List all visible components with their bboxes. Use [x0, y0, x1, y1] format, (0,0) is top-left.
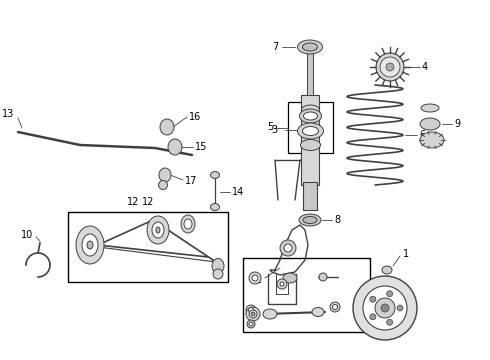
Circle shape	[249, 272, 261, 284]
Text: 8: 8	[334, 215, 340, 225]
Circle shape	[277, 279, 287, 289]
Text: 13: 13	[2, 109, 14, 119]
Text: 16: 16	[189, 112, 201, 122]
Ellipse shape	[421, 104, 439, 112]
Ellipse shape	[76, 226, 104, 264]
Circle shape	[246, 305, 256, 315]
Text: 17: 17	[185, 176, 197, 186]
Ellipse shape	[297, 123, 323, 139]
Ellipse shape	[382, 266, 392, 274]
Ellipse shape	[87, 241, 93, 249]
Ellipse shape	[297, 40, 322, 54]
Text: 4: 4	[422, 62, 428, 72]
Ellipse shape	[299, 109, 321, 123]
Bar	[68, 212, 228, 282]
Ellipse shape	[160, 119, 174, 135]
Circle shape	[330, 302, 340, 312]
Circle shape	[370, 314, 376, 320]
Text: 6: 6	[419, 130, 425, 140]
Ellipse shape	[302, 43, 318, 51]
Ellipse shape	[152, 222, 164, 238]
Text: 9: 9	[454, 119, 460, 129]
Circle shape	[249, 322, 253, 326]
Ellipse shape	[301, 105, 319, 115]
Circle shape	[387, 319, 392, 325]
Circle shape	[375, 298, 395, 318]
Ellipse shape	[211, 203, 220, 211]
Text: 15: 15	[195, 142, 207, 152]
Text: 12: 12	[142, 197, 154, 207]
Bar	[243, 258, 370, 332]
Ellipse shape	[212, 258, 224, 274]
Ellipse shape	[181, 215, 195, 233]
Circle shape	[248, 307, 253, 312]
Circle shape	[213, 269, 223, 279]
Circle shape	[284, 244, 292, 252]
Circle shape	[251, 312, 255, 316]
Ellipse shape	[147, 216, 169, 244]
Ellipse shape	[386, 63, 394, 71]
Circle shape	[280, 240, 296, 256]
Text: 11: 11	[380, 290, 392, 300]
Circle shape	[353, 276, 417, 340]
Ellipse shape	[184, 219, 192, 229]
Text: 12: 12	[127, 197, 139, 207]
Circle shape	[252, 275, 258, 281]
Bar	[303, 182, 317, 210]
Bar	[307, 50, 313, 95]
Bar	[301, 95, 319, 185]
Ellipse shape	[263, 309, 277, 319]
Text: 1: 1	[403, 249, 409, 259]
Circle shape	[387, 291, 392, 297]
Ellipse shape	[420, 132, 444, 148]
Text: 2: 2	[255, 275, 261, 285]
Ellipse shape	[420, 118, 440, 130]
Text: 5: 5	[267, 122, 273, 132]
Ellipse shape	[159, 168, 171, 182]
Ellipse shape	[299, 214, 321, 226]
Ellipse shape	[211, 171, 220, 179]
Text: 10: 10	[21, 230, 33, 240]
Ellipse shape	[283, 273, 297, 283]
Ellipse shape	[158, 180, 168, 189]
Circle shape	[249, 310, 257, 318]
Circle shape	[333, 305, 338, 310]
Ellipse shape	[300, 139, 320, 150]
Text: 7: 7	[272, 42, 278, 52]
Ellipse shape	[168, 139, 182, 155]
Circle shape	[381, 304, 389, 312]
Circle shape	[280, 282, 284, 286]
Circle shape	[319, 273, 327, 281]
Circle shape	[246, 307, 260, 321]
Bar	[288, 102, 333, 153]
Text: 3: 3	[271, 125, 277, 135]
Circle shape	[370, 296, 376, 302]
Ellipse shape	[82, 234, 98, 256]
Ellipse shape	[312, 307, 324, 316]
Ellipse shape	[156, 227, 160, 233]
Ellipse shape	[303, 216, 317, 224]
Ellipse shape	[302, 126, 318, 135]
Ellipse shape	[376, 53, 404, 81]
Circle shape	[363, 286, 407, 330]
Ellipse shape	[303, 112, 318, 120]
Ellipse shape	[380, 57, 400, 77]
Circle shape	[247, 320, 255, 328]
Text: 14: 14	[232, 187, 244, 197]
Circle shape	[397, 305, 403, 311]
